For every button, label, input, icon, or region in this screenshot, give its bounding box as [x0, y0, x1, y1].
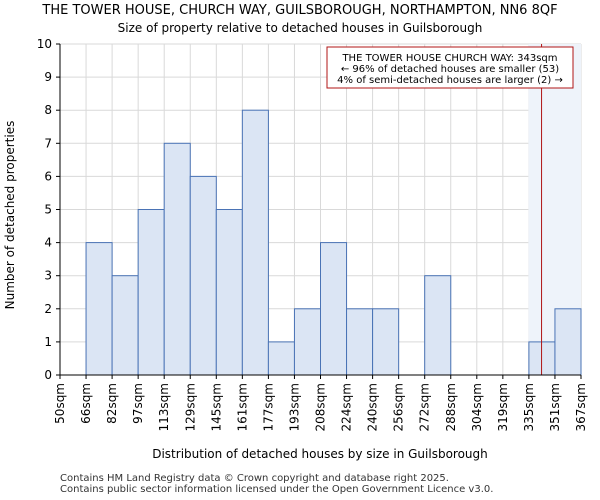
x-tick-label: 66sqm	[79, 383, 93, 424]
y-tick-label: 9	[44, 70, 52, 84]
bar	[215, 209, 243, 376]
bar	[554, 308, 582, 376]
y-tick-label: 5	[44, 203, 52, 217]
bar	[241, 109, 269, 376]
footer-copyright: Contains HM Land Registry data © Crown c…	[60, 473, 449, 484]
x-tick-labels: 50sqm 66sqm 82sqm 97sqm 113sqm 129sqm 145sqm 16…	[53, 383, 588, 431]
x-tick-label: 97sqm	[131, 383, 145, 424]
x-tick-label: 224sqm	[340, 383, 354, 431]
x-tick-label: 256sqm	[392, 383, 406, 431]
y-tick-label: 1	[44, 335, 52, 349]
bar	[111, 275, 139, 376]
bar	[163, 142, 191, 376]
y-tick-label: 3	[44, 269, 52, 283]
y-tick-label: 2	[44, 302, 52, 316]
bar	[346, 308, 374, 376]
y-tick-label: 10	[37, 37, 52, 51]
chart-title: THE TOWER HOUSE, CHURCH WAY, GUILSBOROUG…	[42, 3, 558, 18]
x-tick-label: 304sqm	[470, 383, 484, 431]
bar	[85, 242, 113, 376]
annotation-frame	[326, 46, 574, 89]
chart-subtitle: Size of property relative to detached ho…	[117, 21, 483, 35]
x-axis-label: Distribution of detached houses by size …	[152, 447, 488, 461]
bar	[189, 175, 217, 376]
bars	[85, 109, 582, 376]
x-tick-label: 208sqm	[314, 383, 328, 431]
footer-licence: Contains public sector information licen…	[60, 484, 494, 495]
bar	[293, 308, 322, 376]
y-axis-label: Number of detached properties	[3, 121, 17, 310]
x-tick-label: 145sqm	[209, 383, 223, 431]
annotation-line-2: ← 96% of detached houses are smaller (53…	[341, 64, 559, 75]
x-tick-label: 335sqm	[522, 383, 536, 431]
y-tick-label: 0	[44, 368, 52, 382]
bar	[372, 308, 400, 376]
x-tick-label: 351sqm	[548, 383, 562, 431]
y-tick-label: 4	[44, 236, 52, 250]
bar	[137, 209, 165, 376]
x-tick-label: 319sqm	[496, 383, 510, 431]
x-tick-label: 240sqm	[366, 383, 380, 431]
bar	[267, 341, 295, 376]
x-tick-label: 288sqm	[444, 383, 458, 431]
x-tick-label: 129sqm	[183, 383, 197, 431]
y-tick-labels: 0 1 2 3 4 5 6 7 8 9 10	[37, 37, 52, 382]
x-tick-label: 272sqm	[418, 383, 432, 431]
y-tick-label: 7	[44, 136, 52, 150]
axes	[56, 43, 582, 379]
x-tick-label: 50sqm	[53, 383, 67, 424]
x-tick-label: 177sqm	[261, 383, 275, 431]
x-tick-label: 113sqm	[157, 383, 171, 431]
x-tick-label: 193sqm	[287, 383, 301, 431]
x-tick-label: 82sqm	[105, 383, 119, 424]
annotation-line-3: 4% of semi-detached houses are larger (2…	[337, 75, 563, 86]
bar	[424, 275, 452, 376]
x-tick-label: 161sqm	[235, 383, 249, 431]
annotation-line-1: THE TOWER HOUSE CHURCH WAY: 343sqm	[341, 53, 557, 64]
y-tick-label: 8	[44, 103, 52, 117]
x-tick-label: 367sqm	[574, 383, 588, 431]
y-tick-label: 6	[44, 169, 52, 183]
annotation-box: THE TOWER HOUSE CHURCH WAY: 343sqm ← 96%…	[326, 46, 574, 89]
bar	[320, 242, 348, 376]
